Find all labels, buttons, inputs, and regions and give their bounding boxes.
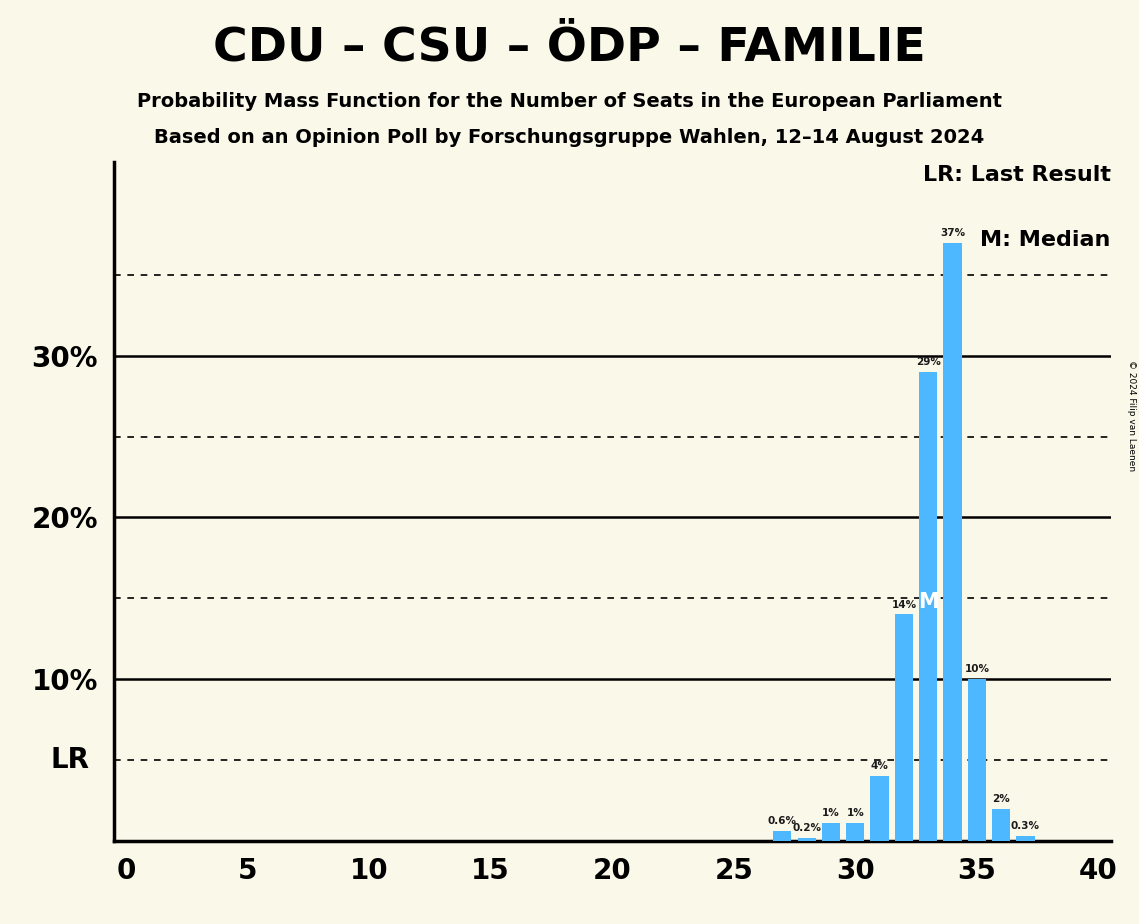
Text: CDU – CSU – ÖDP – FAMILIE: CDU – CSU – ÖDP – FAMILIE xyxy=(213,26,926,71)
Text: 4%: 4% xyxy=(870,761,888,772)
Text: Probability Mass Function for the Number of Seats in the European Parliament: Probability Mass Function for the Number… xyxy=(137,92,1002,112)
Text: Based on an Opinion Poll by Forschungsgruppe Wahlen, 12–14 August 2024: Based on an Opinion Poll by Forschungsgr… xyxy=(155,128,984,147)
Bar xyxy=(992,808,1010,841)
Text: LR: LR xyxy=(50,746,90,774)
Text: 1%: 1% xyxy=(846,808,865,819)
Bar xyxy=(943,243,961,841)
Bar xyxy=(773,832,792,841)
Text: 1%: 1% xyxy=(822,808,839,819)
Text: M: Median: M: Median xyxy=(981,230,1111,249)
Bar xyxy=(870,776,888,841)
Text: 0.2%: 0.2% xyxy=(793,822,821,833)
Bar xyxy=(846,823,865,841)
Text: © 2024 Filip van Laenen: © 2024 Filip van Laenen xyxy=(1126,360,1136,471)
Bar xyxy=(822,823,841,841)
Bar xyxy=(919,372,937,841)
Bar xyxy=(895,614,913,841)
Text: 37%: 37% xyxy=(940,227,965,237)
Text: 14%: 14% xyxy=(892,600,917,610)
Text: LR: Last Result: LR: Last Result xyxy=(923,165,1111,185)
Text: 10%: 10% xyxy=(965,664,990,675)
Text: 2%: 2% xyxy=(992,794,1010,804)
Text: M: M xyxy=(918,591,939,612)
Text: 0.3%: 0.3% xyxy=(1011,821,1040,832)
Bar xyxy=(968,679,986,841)
Text: 0.6%: 0.6% xyxy=(768,816,797,826)
Text: 29%: 29% xyxy=(916,357,941,367)
Bar xyxy=(1016,836,1034,841)
Bar xyxy=(797,838,816,841)
